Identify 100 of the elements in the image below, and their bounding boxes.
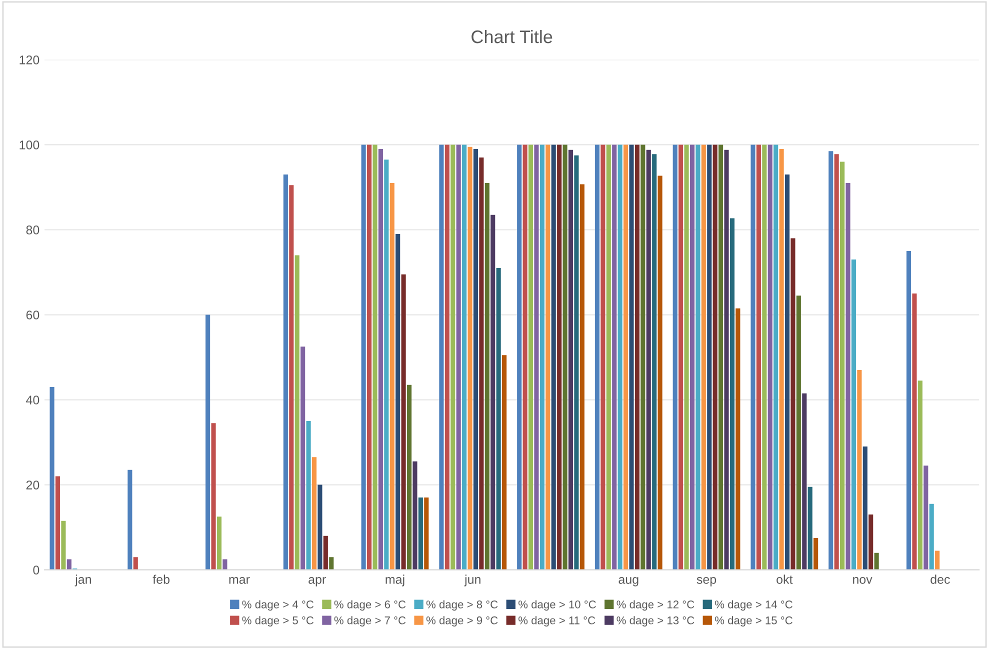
bar	[534, 144, 539, 570]
bar	[580, 184, 584, 570]
bar	[50, 387, 54, 570]
bar	[707, 144, 712, 570]
bar	[768, 144, 772, 570]
y-tick-label: 120	[20, 56, 40, 64]
bar	[600, 144, 606, 570]
bar	[490, 214, 496, 570]
bar	[473, 148, 478, 570]
bar	[929, 504, 934, 570]
bar	[366, 144, 372, 570]
legend-label: % dage > 4 °C	[242, 600, 314, 611]
bar	[361, 144, 366, 570]
bar	[868, 514, 874, 570]
bar	[283, 174, 288, 570]
x-tick-label: jun	[464, 574, 480, 586]
x-tick-label: aug	[618, 577, 638, 586]
bar	[378, 148, 383, 570]
bar	[66, 559, 72, 570]
bar	[222, 559, 228, 570]
bar	[289, 185, 294, 570]
bar	[696, 144, 700, 570]
bar	[372, 144, 378, 570]
bar	[540, 144, 544, 570]
x-tick-label: nov	[853, 577, 872, 584]
bar	[450, 144, 456, 570]
bar	[690, 144, 695, 570]
bar	[935, 550, 940, 570]
bar	[874, 552, 879, 570]
bar	[912, 294, 917, 570]
legend-label: % dage > 9 °C	[426, 616, 498, 626]
bar	[678, 144, 684, 570]
bar	[128, 470, 132, 570]
bar	[300, 346, 306, 570]
y-tick-label: 40	[26, 396, 40, 404]
bar	[61, 520, 66, 570]
bar	[390, 182, 394, 570]
bar	[846, 182, 850, 570]
bar	[652, 154, 657, 570]
bar	[634, 144, 640, 570]
bar	[294, 255, 300, 570]
bar	[206, 314, 210, 570]
legend-label: % dage > 15 °C	[715, 616, 792, 626]
bar	[606, 144, 611, 570]
bar	[306, 421, 311, 570]
y-tick-label: 80	[26, 226, 40, 234]
bar	[862, 446, 868, 570]
bar	[517, 144, 522, 570]
bar	[718, 144, 724, 570]
bar	[329, 557, 334, 570]
bar	[522, 144, 528, 570]
bar	[396, 234, 400, 570]
bar	[672, 144, 678, 570]
bar	[684, 144, 689, 570]
legend-label: % dage > 10 °C	[518, 600, 596, 611]
bar	[784, 174, 790, 570]
bar	[424, 498, 429, 570]
chart-title: Chart Title	[472, 30, 552, 44]
bar	[840, 162, 845, 570]
bar	[828, 151, 834, 570]
bar	[55, 476, 60, 570]
bar	[918, 380, 922, 570]
bar	[216, 516, 222, 570]
bar	[730, 218, 735, 570]
bar	[412, 461, 418, 570]
legend-label: % dage > 5 °C	[242, 616, 314, 626]
bar	[796, 296, 801, 570]
legend-label: % dage > 11 °C	[518, 616, 596, 626]
bar	[468, 146, 472, 570]
bar	[462, 144, 467, 570]
x-tick-label: dec	[930, 574, 950, 584]
bar	[557, 144, 562, 570]
bar	[623, 144, 628, 570]
x-tick-label: apr	[308, 577, 326, 586]
bar	[456, 144, 461, 570]
bar	[318, 484, 322, 570]
bar	[802, 393, 807, 570]
bar	[612, 144, 617, 570]
bar	[779, 148, 784, 570]
legend-label: % dage > 6 °C	[334, 600, 406, 611]
x-tick-label: sep	[696, 577, 716, 586]
bar	[546, 144, 550, 570]
x-tick-label: maj	[386, 574, 404, 586]
bar	[756, 144, 761, 570]
y-tick-label: 20	[26, 480, 40, 490]
bar	[323, 536, 328, 570]
bar	[808, 486, 812, 570]
legend-label: % dage > 14 °C	[715, 600, 792, 611]
bar	[814, 538, 818, 570]
bar	[479, 157, 484, 570]
x-tick-label: feb	[152, 574, 170, 584]
bar	[562, 144, 568, 570]
bar	[496, 268, 501, 570]
bar	[384, 160, 389, 570]
bar	[551, 144, 556, 570]
bar	[834, 154, 839, 570]
bar	[439, 144, 444, 570]
bar	[906, 251, 912, 570]
bar	[640, 144, 646, 570]
bar	[618, 144, 622, 570]
